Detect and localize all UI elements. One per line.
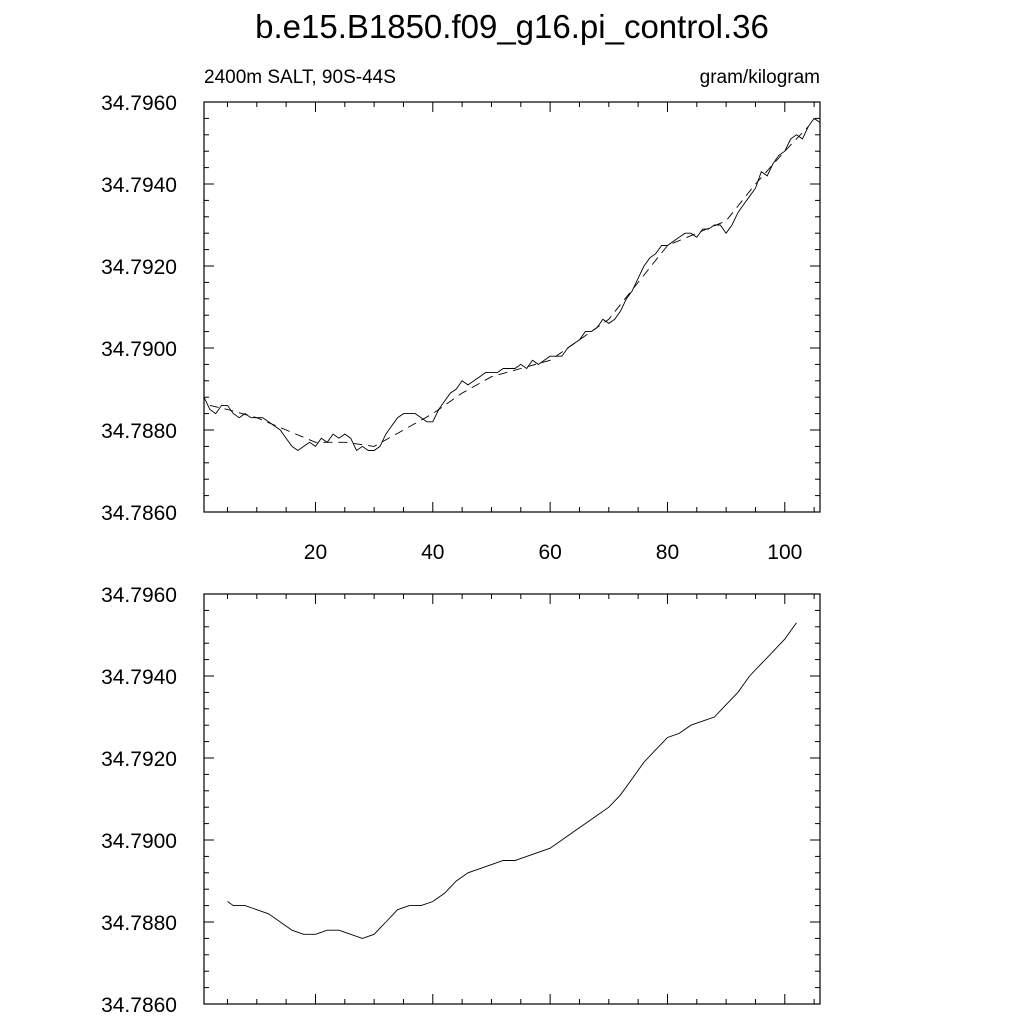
top-series-solid-line [203,117,821,452]
top-x-tick-label: 20 [304,541,327,564]
top-y-tick-label: 34.7860 [101,502,177,525]
bottom-y-tick-label: 34.7920 [101,748,177,771]
bottom-series-solid-line [227,622,797,939]
top-panel: 2400m SALT, 90S-44S gram/kilogram 20 40 60… [101,67,821,564]
bottom-panel: 34.7860 34.7880 34.7900 34.7920 34.7940 34.79… [101,584,821,1017]
bottom-y-tick-label: 34.7860 [101,994,177,1017]
top-series-dashed-line [209,126,809,447]
top-y-tick-label: 34.7900 [101,338,177,361]
top-panel-tick-labels: 20 40 60 80 100 34.7860 34.7880 34.7900 34.7920 3… [101,92,802,564]
top-x-tick-label: 80 [656,541,679,564]
top-y-tick-label: 34.7880 [101,420,177,443]
top-panel-left-label: 2400m SALT, 90S-44S [204,67,396,88]
top-x-tick-label: 40 [421,541,444,564]
top-x-tick-label: 60 [538,541,561,564]
top-panel-ticks [204,101,820,513]
top-panel-units-label: gram/kilogram [700,67,820,88]
top-panel-frame [203,101,821,513]
bottom-panel-frame [203,593,821,1005]
bottom-y-tick-label: 34.7960 [101,584,177,607]
top-x-tick-label: 100 [767,541,802,564]
bottom-y-tick-label: 34.7940 [101,666,177,689]
top-y-tick-label: 34.7940 [101,174,177,197]
top-y-tick-label: 34.7960 [101,92,177,115]
bottom-panel-tick-labels: 34.7860 34.7880 34.7900 34.7920 34.7940 34.79… [101,584,177,1017]
top-panel-plot-area [203,117,821,452]
bottom-y-tick-label: 34.7900 [101,830,177,853]
bottom-panel-plot-area [227,622,797,939]
top-y-tick-label: 34.7920 [101,256,177,279]
chart-title: b.e15.B1850.f09_g16.pi_control.36 [255,8,769,45]
bottom-panel-ticks [204,593,820,1005]
bottom-y-tick-label: 34.7880 [101,912,177,935]
